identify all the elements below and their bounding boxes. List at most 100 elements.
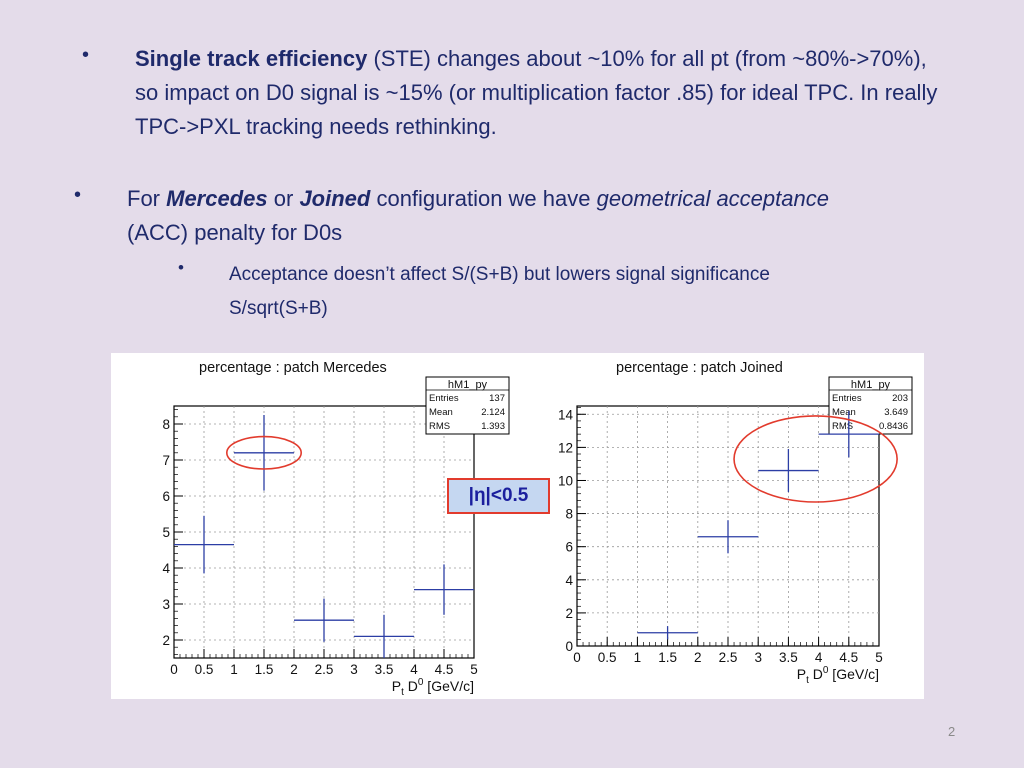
x-tick-label: 4: [410, 662, 418, 677]
eta-cut-label: |η|<0.5: [447, 478, 550, 514]
y-tick-label: 0: [565, 639, 573, 654]
bullet-2-part-3: configuration we have: [370, 186, 597, 211]
stats-row-value: 203: [892, 393, 908, 404]
bullet-2-part-2: or: [267, 186, 300, 211]
data-point: [294, 598, 354, 642]
x-axis-label-superscript: 0: [418, 677, 424, 688]
bullet-1-text: Single track efficiency (STE) changes ab…: [135, 42, 955, 144]
stats-name: hM1_py: [851, 379, 891, 391]
stats-box: [828, 376, 913, 435]
x-tick-label: 0.5: [195, 662, 214, 677]
bullet-3-line-1: Acceptance doesn’t affect S/(S+B) but lo…: [229, 264, 770, 285]
y-tick-label: 8: [565, 507, 573, 522]
bullet-1-marker: •: [82, 44, 90, 66]
x-tick-label: 1: [634, 650, 642, 665]
bullet-2-marker: •: [74, 184, 82, 206]
x-tick-label: 0: [170, 662, 178, 677]
stats-row-label: RMS: [832, 421, 853, 432]
highlight-ellipse: [226, 435, 303, 470]
x-tick-label: 4: [815, 650, 823, 665]
stats-row-value: 0.8436: [879, 421, 908, 432]
chart-title: percentage : patch Joined: [616, 360, 783, 376]
x-tick-label: 1.5: [255, 662, 274, 677]
data-point: [697, 520, 759, 554]
x-axis-label-part: D: [809, 666, 823, 682]
x-axis-label-part: [GeV/c]: [423, 678, 474, 694]
x-tick-label: 2: [290, 662, 298, 677]
y-tick-label: 6: [565, 540, 573, 555]
y-tick-label: 14: [558, 407, 574, 422]
bullet-2-part-4: (ACC) penalty for D0s: [127, 220, 343, 245]
y-tick-label: 2: [162, 633, 170, 648]
x-axis-label-part: P: [797, 666, 806, 682]
stats-box: [425, 376, 510, 435]
bullet-1-rest: (STE) changes about ~10% for all pt (fro…: [135, 46, 938, 139]
y-tick-label: 5: [162, 525, 170, 540]
bullet-2-mercedes: Mercedes: [166, 186, 268, 211]
chart-1: percentage : patch Mercedes 0 0.5 1 1.5 2 2.5 3…: [162, 360, 510, 698]
x-axis-label-part: P: [392, 678, 401, 694]
data-point: [174, 515, 234, 574]
bullet-3-text: Acceptance doesn’t affect S/(S+B) but lo…: [229, 258, 929, 326]
x-axis-label-subscript: t: [806, 675, 809, 686]
y-tick-label: 10: [558, 473, 573, 488]
figure-panel: percentage : patch Mercedes 0 0.5 1 1.5 2 2.5 3…: [111, 353, 924, 699]
y-tick-label: 2: [565, 606, 573, 621]
x-tick-label: 4.5: [435, 662, 454, 677]
x-tick-label: 3: [754, 650, 762, 665]
chart-2: percentage : patch Joined 0 0.5 1 1.5 2 2.5 3 3.…: [558, 360, 913, 686]
x-tick-label: 1: [230, 662, 238, 677]
x-tick-label: 0: [573, 650, 581, 665]
data-point: [234, 415, 294, 491]
x-axis-label-subscript: t: [401, 687, 404, 698]
bullet-3-marker: •: [178, 258, 184, 277]
data-point: [637, 626, 698, 640]
y-tick-label: 7: [162, 453, 170, 468]
y-tick-label: 4: [162, 561, 170, 576]
stats-row-value: 2.124: [481, 407, 505, 418]
data-point: [818, 410, 879, 458]
bullet-2-geometrical-acceptance: geometrical acceptance: [596, 186, 829, 211]
x-axis-label: Pt D0 [GeV/c]: [392, 677, 474, 698]
bullet-2-joined: Joined: [299, 186, 371, 211]
chart-title: percentage : patch Mercedes: [199, 360, 387, 376]
x-tick-label: 4.5: [839, 650, 858, 665]
x-tick-label: 3.5: [375, 662, 394, 677]
x-tick-label: 2.5: [719, 650, 738, 665]
y-tick-label: 8: [162, 417, 170, 432]
page-number: 2: [948, 724, 956, 739]
x-tick-label: 0.5: [598, 650, 617, 665]
y-tick-label: 6: [162, 489, 170, 504]
stats-row-value: 137: [489, 393, 505, 404]
x-tick-label: 5: [470, 662, 478, 677]
stats-name: hM1_py: [448, 379, 488, 391]
x-tick-label: 3.5: [779, 650, 798, 665]
x-tick-label: 2: [694, 650, 702, 665]
bullet-3-line-2: S/sqrt(S+B): [229, 298, 328, 319]
x-tick-label: 2.5: [315, 662, 334, 677]
x-axis-label-part: D: [404, 678, 418, 694]
y-tick-label: 12: [558, 440, 573, 455]
x-axis-label: Pt D0 [GeV/c]: [797, 665, 879, 686]
stats-row-value: 1.393: [481, 421, 505, 432]
y-tick-label: 3: [162, 597, 170, 612]
stats-row-label: Mean: [429, 407, 453, 418]
bullet-2-text: For Mercedes or Joined configuration we …: [127, 182, 887, 250]
x-tick-label: 5: [875, 650, 883, 665]
data-point: [758, 449, 819, 493]
data-point: [354, 614, 414, 658]
x-tick-label: 3: [350, 662, 358, 677]
stats-row-label: Entries: [832, 393, 862, 404]
stats-row-value: 3.649: [884, 407, 908, 418]
data-point: [414, 564, 474, 615]
highlight-ellipse: [733, 415, 898, 503]
y-tick-label: 4: [565, 573, 573, 588]
x-axis-label-superscript: 0: [823, 665, 829, 676]
bullet-1-bold: Single track efficiency: [135, 46, 368, 71]
bullet-2-part-1: For: [127, 186, 167, 211]
stats-row-label: Mean: [832, 407, 856, 418]
x-axis-label-part: [GeV/c]: [828, 666, 879, 682]
stats-row-label: Entries: [429, 393, 459, 404]
x-tick-label: 1.5: [658, 650, 677, 665]
stats-row-label: RMS: [429, 421, 450, 432]
